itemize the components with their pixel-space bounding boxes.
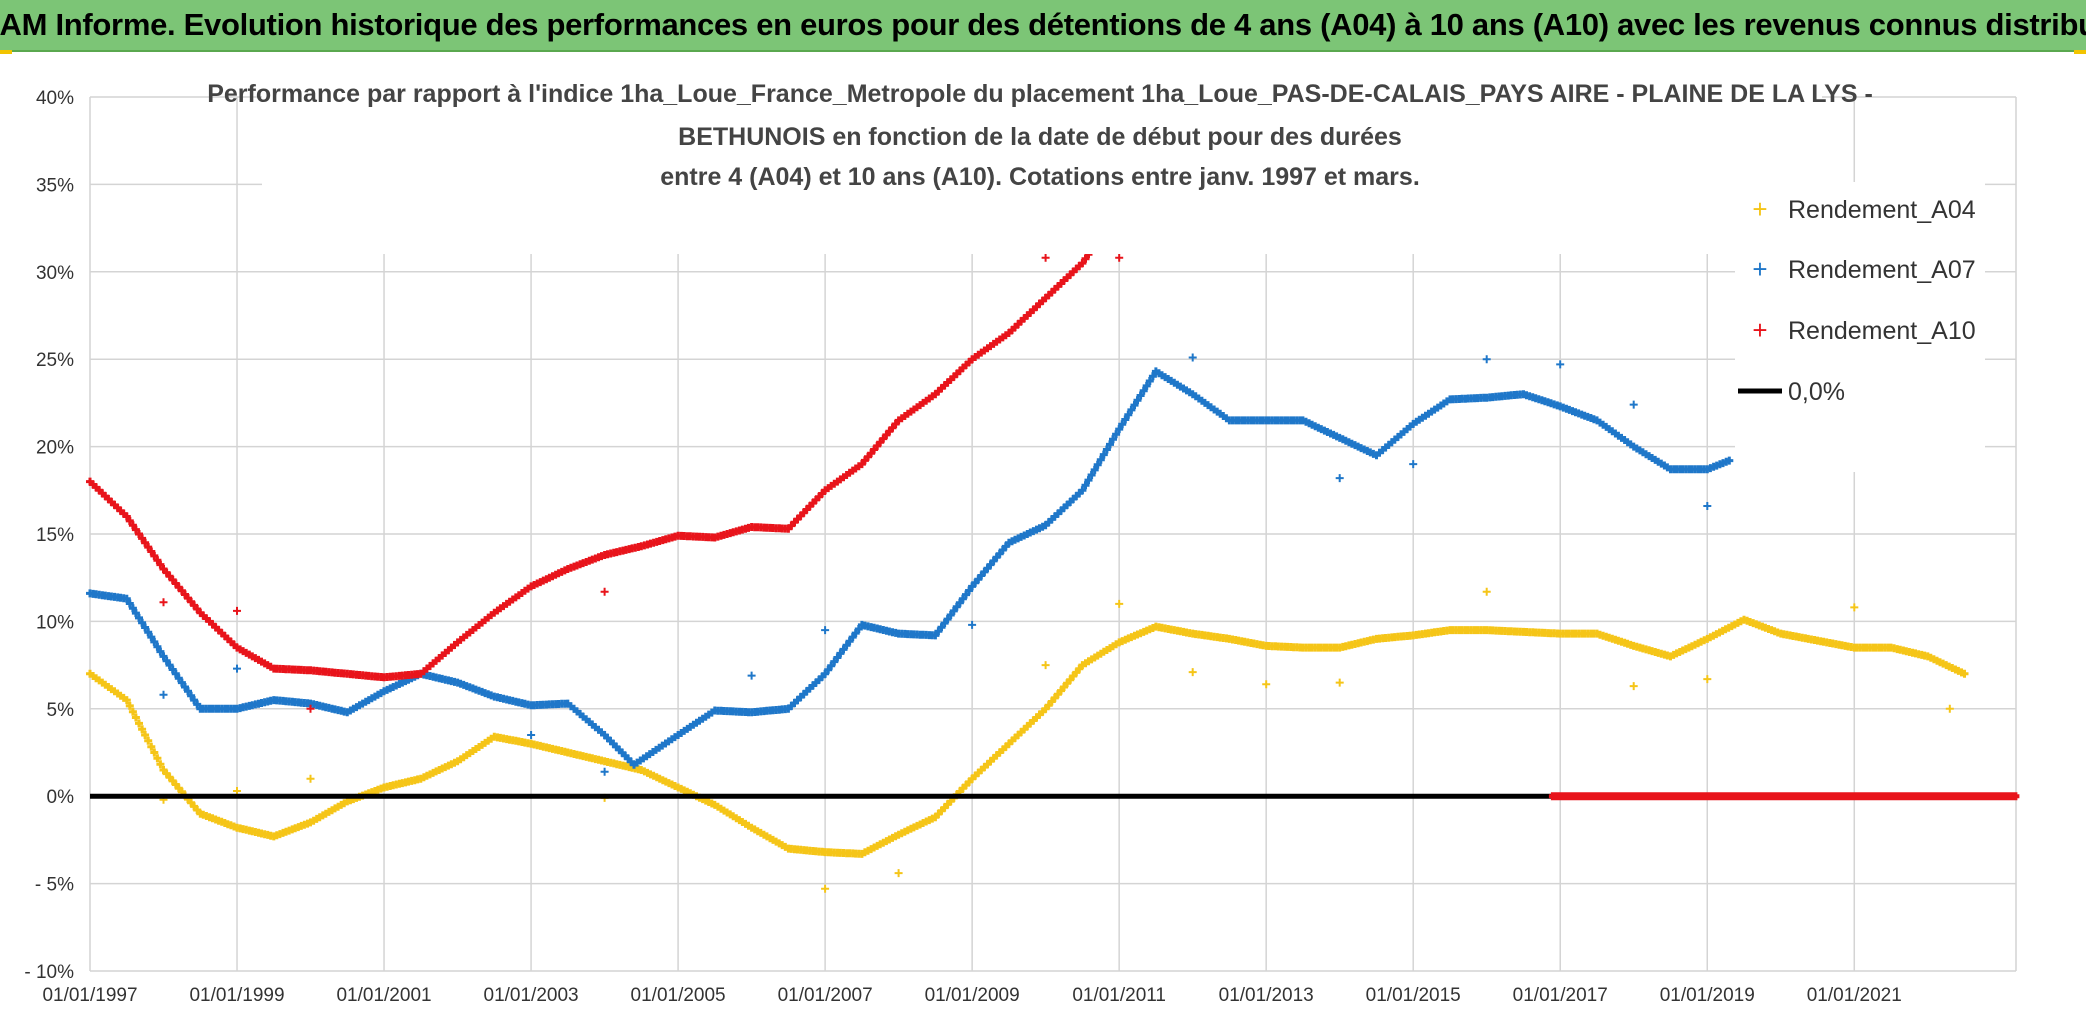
legend-marker-a04: + — [1752, 194, 1767, 224]
y-axis-ticks: 40% 35% 30% 25% 20% 15% 10% 5% 0% - 5% - 10% — [24, 88, 74, 983]
outlier-point-rendement-a07 — [747, 671, 756, 680]
outlier-point-rendement-a07 — [1409, 460, 1418, 469]
x-tick-label: 01/01/2009 — [925, 985, 1020, 1006]
outlier-point-rendement-a10 — [233, 606, 241, 615]
x-tick-label: 01/01/1999 — [189, 985, 284, 1006]
outlier-point-rendement-a04 — [1115, 599, 1124, 608]
a10-zero-points — [1548, 792, 2020, 801]
x-tick-label: 01/01/2013 — [1219, 985, 1314, 1006]
outlier-point-rendement-a04 — [1629, 682, 1638, 691]
outlier-point-rendement-a04 — [821, 884, 830, 893]
series-points-rendement-a10 — [86, 171, 1146, 682]
outlier-point-rendement-a04 — [1041, 661, 1050, 670]
gridlines — [89, 96, 2017, 972]
y-tick-label: 20% — [36, 438, 74, 459]
chart-title-line-2: BETHUNOIS en fonction de la date de débu… — [678, 123, 1402, 151]
x-tick-label: 01/01/2019 — [1660, 985, 1755, 1006]
outlier-point-rendement-a07 — [600, 767, 609, 776]
banner-title: ADAM Informe. Evolution historique des p… — [0, 7, 2086, 42]
outlier-point-rendement-a07 — [1482, 355, 1491, 364]
series-rendement-a07 — [86, 353, 1734, 776]
x-tick-label: 01/01/1997 — [42, 985, 137, 1006]
x-tick-label: 01/01/2017 — [1513, 985, 1608, 1006]
legend-label-zero: 0,0% — [1788, 378, 1845, 406]
outlier-point-rendement-a07 — [1188, 353, 1197, 362]
y-tick-label: - 10% — [24, 962, 74, 983]
outlier-point-rendement-a04 — [1482, 587, 1491, 596]
y-tick-label: 40% — [36, 88, 74, 109]
legend-label-a10: Rendement_A10 — [1788, 317, 1976, 345]
series-layer — [86, 171, 1969, 893]
x-tick-label: 01/01/2001 — [336, 985, 431, 1006]
y-tick-label: 10% — [36, 612, 74, 633]
x-axis-ticks: 01/01/1997 01/01/1999 01/01/2001 01/01/2003… — [42, 985, 1901, 1006]
outlier-point-rendement-a04 — [1703, 675, 1712, 684]
outlier-point-rendement-a07 — [233, 664, 241, 673]
outlier-point-rendement-a07 — [1703, 502, 1712, 510]
outlier-point-rendement-a07 — [159, 690, 168, 699]
x-tick-label: 01/01/2015 — [1366, 985, 1461, 1006]
series-points-rendement-a04 — [86, 615, 1969, 858]
outlier-point-rendement-a07 — [1335, 474, 1344, 483]
x-tick-label: 01/01/2005 — [631, 985, 726, 1006]
outlier-point-rendement-a04 — [894, 869, 903, 878]
outlier-point-rendement-a07 — [527, 731, 536, 739]
outlier-point-rendement-a10 — [159, 598, 168, 607]
outlier-point-rendement-a04 — [1262, 680, 1271, 689]
legend-marker-a10: + — [1752, 315, 1767, 345]
y-tick-label: - 5% — [35, 875, 74, 896]
chart-area: 40% 35% 30% 25% 20% 15% 10% 5% 0% - 5% - 10% 01/01… — [0, 52, 2086, 1031]
outlier-point-rendement-a10 — [600, 587, 609, 596]
chart-title-line-3: entre 4 (A04) et 10 ans (A10). Cotations… — [660, 163, 1420, 191]
chart-legend: + Rendement_A04 + Rendement_A07 + Rendem… — [1735, 182, 1985, 472]
outlier-point-rendement-a04 — [1335, 678, 1344, 687]
outlier-point-rendement-a04 — [1188, 668, 1197, 677]
report-banner: ADAM Informe. Evolution historique des p… — [0, 0, 2086, 52]
outlier-point-rendement-a10 — [1115, 253, 1124, 262]
outlier-point-rendement-a07 — [1629, 400, 1638, 409]
series-points-rendement-a07 — [86, 367, 1734, 769]
outlier-point-rendement-a04 — [233, 787, 241, 795]
series-rendement-a04 — [86, 587, 1969, 893]
outlier-point-rendement-a10 — [1041, 253, 1050, 262]
outlier-point-rendement-a04 — [1945, 704, 1954, 713]
a10-zero-crosses — [1548, 792, 2020, 801]
outlier-point-rendement-a10 — [306, 704, 315, 713]
legend-marker-a07: + — [1752, 254, 1767, 284]
y-tick-label: 30% — [36, 263, 74, 284]
outlier-point-rendement-a04 — [306, 774, 315, 783]
corner-mark-left — [0, 50, 12, 54]
y-tick-label: 5% — [47, 700, 75, 721]
corner-mark-right — [2074, 50, 2086, 54]
chart-svg: 40% 35% 30% 25% 20% 15% 10% 5% 0% - 5% - 10% 01/01… — [24, 74, 2020, 1006]
legend-label-a07: Rendement_A07 — [1788, 256, 1976, 284]
y-tick-label: 35% — [36, 175, 74, 196]
chart-title: Performance par rapport à l'indice 1ha_L… — [207, 74, 1873, 254]
x-tick-label: 01/01/2003 — [484, 985, 579, 1006]
outlier-point-rendement-a07 — [821, 626, 830, 635]
outlier-point-rendement-a07 — [1556, 360, 1565, 369]
outlier-point-rendement-a04 — [1850, 603, 1859, 612]
x-tick-label: 01/01/2021 — [1807, 985, 1902, 1006]
y-tick-label: 25% — [36, 350, 74, 371]
x-tick-label: 01/01/2011 — [1072, 985, 1166, 1006]
outlier-point-rendement-a07 — [968, 620, 977, 629]
x-tick-label: 01/01/2007 — [778, 985, 873, 1006]
y-tick-label: 0% — [47, 787, 75, 808]
legend-label-a04: Rendement_A04 — [1788, 196, 1976, 224]
chart-title-line-1: Performance par rapport à l'indice 1ha_L… — [207, 80, 1873, 108]
y-tick-label: 15% — [36, 525, 74, 546]
